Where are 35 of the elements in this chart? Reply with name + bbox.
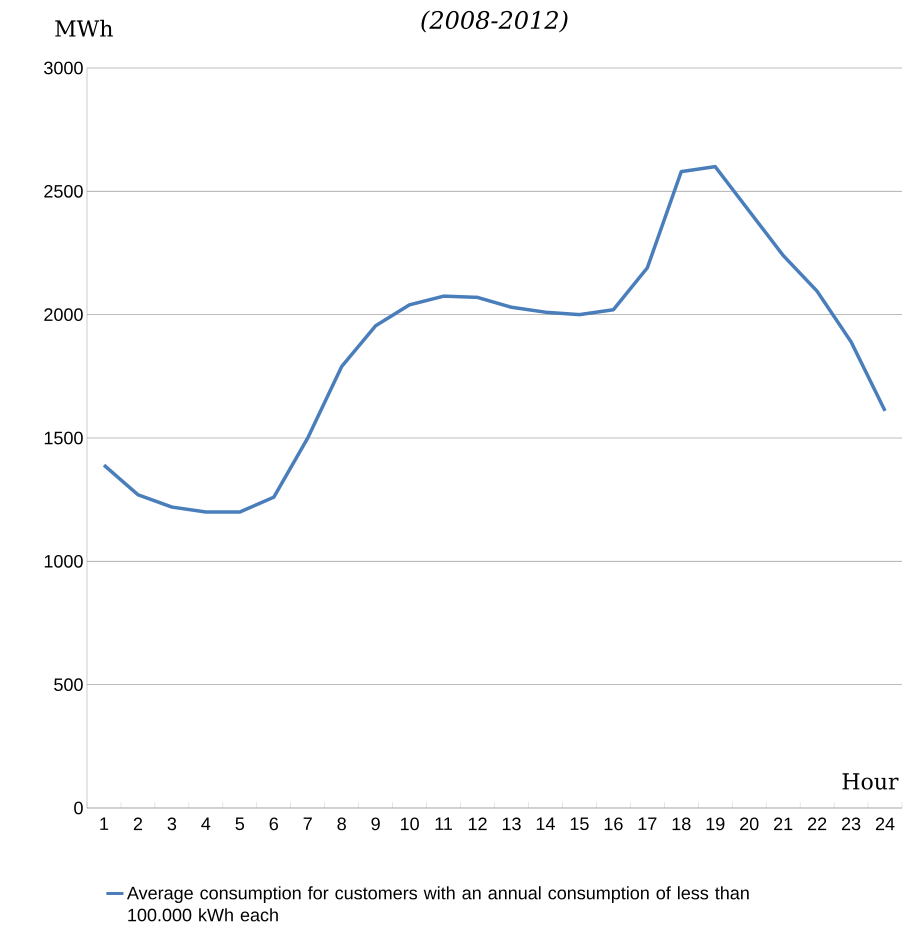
x-tick-label: 19: [706, 818, 724, 830]
legend-label: Average consumption for customers with an annual consumption of less than 100.000 kWh each: [126, 886, 749, 922]
x-tick-label: 22: [808, 818, 826, 830]
y-tick-label: 0: [74, 802, 83, 814]
x-tick-label: 23: [842, 818, 860, 830]
x-tick-label: 3: [168, 818, 176, 830]
x-tick-label: 16: [604, 818, 623, 830]
x-tick-label: 15: [570, 818, 589, 830]
y-tick-label: 1000: [44, 554, 83, 568]
x-tick-label: 9: [371, 818, 380, 830]
x-tick-label: 6: [270, 818, 278, 830]
x-tick-label: 14: [536, 818, 555, 830]
y-tick-label: 500: [54, 678, 83, 692]
x-tick-label: 7: [304, 818, 312, 830]
x-tick-label: 21: [774, 818, 792, 830]
x-tick-label: 5: [236, 818, 244, 830]
y-tick-label: 1500: [44, 432, 83, 444]
x-tick-label: 8: [337, 818, 346, 830]
x-tick-label: 11: [436, 818, 452, 830]
y-tick-label: 3000: [44, 62, 83, 74]
x-tick-label: 24: [876, 818, 895, 830]
x-tick-label: 13: [502, 818, 521, 830]
x-tick-label: 10: [400, 818, 419, 830]
x-tick-label: 17: [638, 818, 656, 830]
y-tick-label: 2500: [44, 184, 83, 198]
x-axis-title: Hour: [842, 773, 898, 790]
x-tick-label: 20: [740, 818, 759, 830]
chart-title: (2008-2012): [422, 10, 568, 32]
x-tick-label: 2: [134, 818, 142, 830]
x-tick-label: 1: [100, 818, 108, 830]
x-tick-label: 12: [468, 818, 487, 830]
x-tick-label: 18: [672, 818, 691, 830]
y-axis-title: MWh: [55, 20, 113, 36]
y-tick-label: 2000: [44, 308, 83, 322]
x-tick-label: 4: [201, 818, 210, 830]
